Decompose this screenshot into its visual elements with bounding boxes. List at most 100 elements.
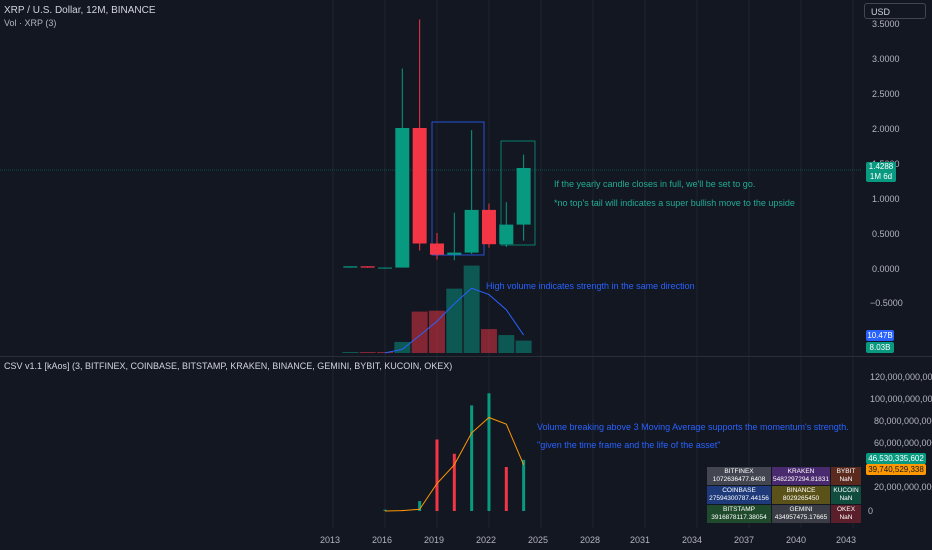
time-tick: 2031 [630, 535, 651, 545]
exchange-name: OKEX [836, 506, 856, 513]
candle-body [395, 128, 410, 268]
csv-bar [418, 501, 422, 511]
csv-tick: 0 [868, 506, 874, 516]
exchange-name: KUCOIN [833, 487, 859, 494]
exchange-name: BITFINEX [724, 468, 754, 475]
grid-lines [332, 0, 854, 528]
exchange-value: NaN [839, 476, 853, 483]
candle-body [516, 167, 531, 225]
exchange-value: 5482297294.81831 [772, 476, 830, 483]
candle-body [481, 209, 496, 245]
volume-bars [342, 265, 532, 353]
table-cell-gemini: GEMINI 434957475.17665 [772, 505, 830, 523]
volume-tag: 8.03B [866, 342, 894, 353]
exchange-value: 3916878117.38054 [711, 514, 767, 521]
exchange-name: GEMINI [789, 506, 813, 513]
last-price-value: 1.4288 [868, 162, 894, 171]
candle-body [377, 267, 392, 269]
time-tick: 2037 [734, 535, 755, 545]
table-cell-coinbase: COINBASE 27594300787.44156 [707, 486, 771, 504]
candle-body [343, 266, 358, 268]
volume-bar [498, 335, 515, 353]
price-tick: 1.0000 [872, 194, 900, 204]
volume-bar [463, 265, 480, 353]
candle-body [464, 209, 479, 253]
csv-tick: 100,000,000,000 [870, 394, 932, 404]
csv-annotation-2[interactable]: "given the time frame and the life of th… [537, 440, 721, 450]
symbol-title[interactable]: XRP / U.S. Dollar, 12M, BINANCE [4, 5, 156, 16]
price-tick: 2.5000 [872, 89, 900, 99]
csv-bar [504, 467, 508, 511]
volume-bar [394, 341, 411, 353]
pane-divider[interactable] [0, 356, 932, 357]
table-cell-kraken: KRAKEN 5482297294.81831 [772, 467, 830, 485]
price-tick: −0.5000 [870, 298, 903, 308]
exchange-name: BYBIT [836, 468, 856, 475]
price-tick: 0.5000 [872, 229, 900, 239]
time-tick: 2034 [682, 535, 703, 545]
csv-ma-line [384, 416, 525, 512]
exchange-name: COINBASE [722, 487, 756, 494]
csv-bar [487, 393, 491, 511]
exchange-name: KRAKEN [787, 468, 815, 475]
volume-bar [515, 340, 532, 353]
csv-tick: 120,000,000,000 [870, 372, 932, 382]
volume-bar [359, 352, 376, 353]
exchange-value: 27594300787.44156 [709, 495, 769, 502]
table-cell-okex: OKEX NaN [831, 505, 861, 523]
time-tick: 2019 [424, 535, 445, 545]
volume-ma-line [384, 287, 525, 354]
price-tick: 2.0000 [872, 124, 900, 134]
volume-bar [411, 311, 428, 353]
candle-body [429, 243, 444, 255]
exchange-value: 1072636477.6408 [712, 476, 766, 483]
exchange-name: BITSTAMP [722, 506, 756, 513]
csv-bar [522, 459, 526, 511]
time-tick: 2028 [580, 535, 601, 545]
price-tick: 3.0000 [872, 54, 900, 64]
volume-bar [428, 310, 445, 353]
highlight-box-2023-2024 [500, 140, 536, 246]
csv-annotation-1[interactable]: Volume breaking above 3 Moving Average s… [537, 422, 849, 432]
candle-body [412, 128, 427, 244]
table-cell-bybit: BYBIT NaN [831, 467, 861, 485]
candles [343, 19, 531, 269]
table-cell-bitfinex: BITFINEX 1072636477.6408 [707, 467, 771, 485]
candle-body [360, 266, 375, 268]
exchange-value: NaN [839, 495, 853, 502]
csv-tick: 60,000,000,000 [874, 438, 932, 448]
time-tick: 2040 [786, 535, 807, 545]
volume-bar [342, 352, 359, 353]
price-tick: 3.5000 [872, 19, 900, 29]
bar-countdown: 1M 6d [869, 172, 893, 181]
exchange-value: 8029265450 [782, 495, 820, 502]
exchange-value: NaN [839, 514, 853, 521]
candle-annotation-2[interactable]: *no top's tail will indicates a super bu… [554, 198, 795, 208]
table-cell-kucoin: KUCOIN NaN [831, 486, 861, 504]
time-tick: 2025 [528, 535, 549, 545]
csv-bar [452, 453, 456, 511]
last-price-tag: 1.4288 1M 6d [866, 162, 896, 182]
candle-body [499, 224, 514, 245]
volume-indicator-title[interactable]: Vol · XRP (3) [4, 18, 57, 28]
candle-annotation-1[interactable]: If the yearly candle closes in full, we'… [554, 179, 756, 189]
volume-bar [480, 329, 497, 353]
time-tick: 2022 [476, 535, 497, 545]
exchange-volume-table: BITFINEX 1072636477.6408 KRAKEN 5482297294… [707, 467, 861, 523]
csv-bar [383, 509, 387, 511]
volume-ma-tag: 10.47B [866, 330, 894, 341]
volume-annotation[interactable]: High volume indicates strength in the sa… [486, 281, 695, 291]
candle-body [447, 252, 462, 255]
time-tick: 2016 [372, 535, 393, 545]
table-cell-binance: BINANCE 8029265450 [772, 486, 830, 504]
csv-tick: 80,000,000,000 [874, 416, 932, 426]
price-tick: 0.0000 [872, 264, 900, 274]
time-tick: 2043 [836, 535, 857, 545]
highlight-box-2020-2022 [431, 121, 485, 256]
csv-tick: 20,000,000,000 [874, 482, 932, 492]
exchange-name: BINANCE [786, 487, 816, 494]
currency-button[interactable]: USD [864, 3, 926, 19]
csv-indicator-title[interactable]: CSV v1.1 [kAos] (3, BITFINEX, COINBASE, … [4, 361, 453, 371]
csv-bar [435, 439, 439, 511]
